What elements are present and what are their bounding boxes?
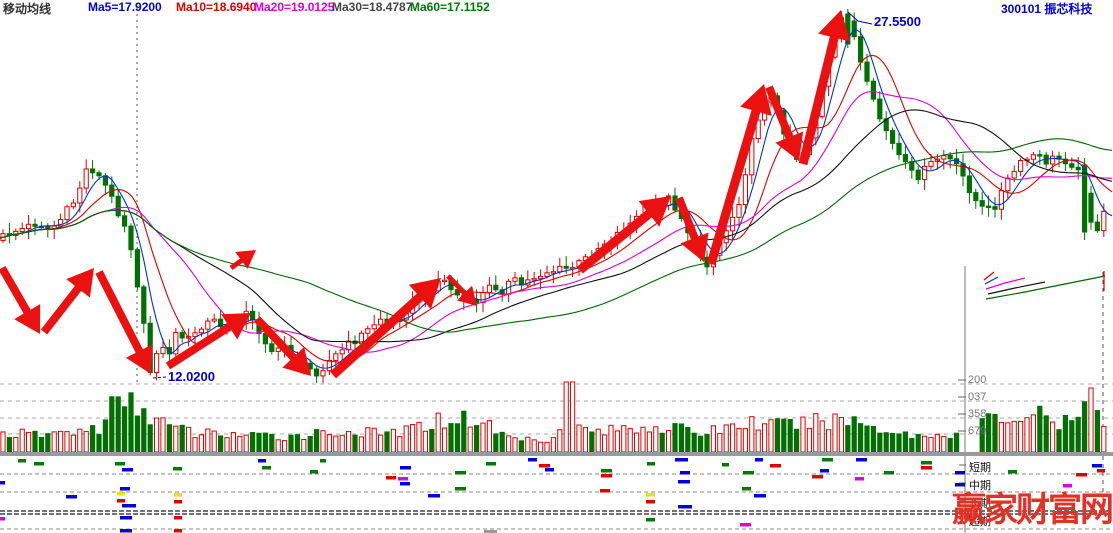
vol-axis-label-1: 200: [968, 374, 987, 386]
cycle-row-mid: 中期: [969, 480, 991, 492]
peak-price-label: 27.5500: [874, 14, 921, 29]
ma30-legend: Ma30=18.4787: [332, 0, 413, 14]
vol-axis-label-4: 679: [968, 425, 987, 437]
ma-legend-title: 移动均线: [3, 2, 52, 16]
ma5-legend: Ma5=17.9200: [88, 0, 162, 14]
ma60-legend: Ma60=17.1152: [410, 0, 490, 14]
low-price-label: 12.0200: [168, 369, 215, 384]
cycle-row-extralong: 超期: [969, 516, 991, 528]
vol-axis-label-2: 037: [968, 391, 987, 403]
cycle-row-long: 长期: [969, 498, 991, 510]
ma20-legend: Ma20=19.0125: [254, 0, 335, 14]
ma10-legend: Ma10=18.6940: [176, 0, 257, 14]
stock-code-name: 300101 振芯科技: [1001, 2, 1093, 16]
cycle-row-short: 短期: [969, 462, 991, 474]
vol-axis-label-3: 358: [968, 408, 987, 420]
site-watermark: 赢家财富网: [952, 490, 1113, 530]
